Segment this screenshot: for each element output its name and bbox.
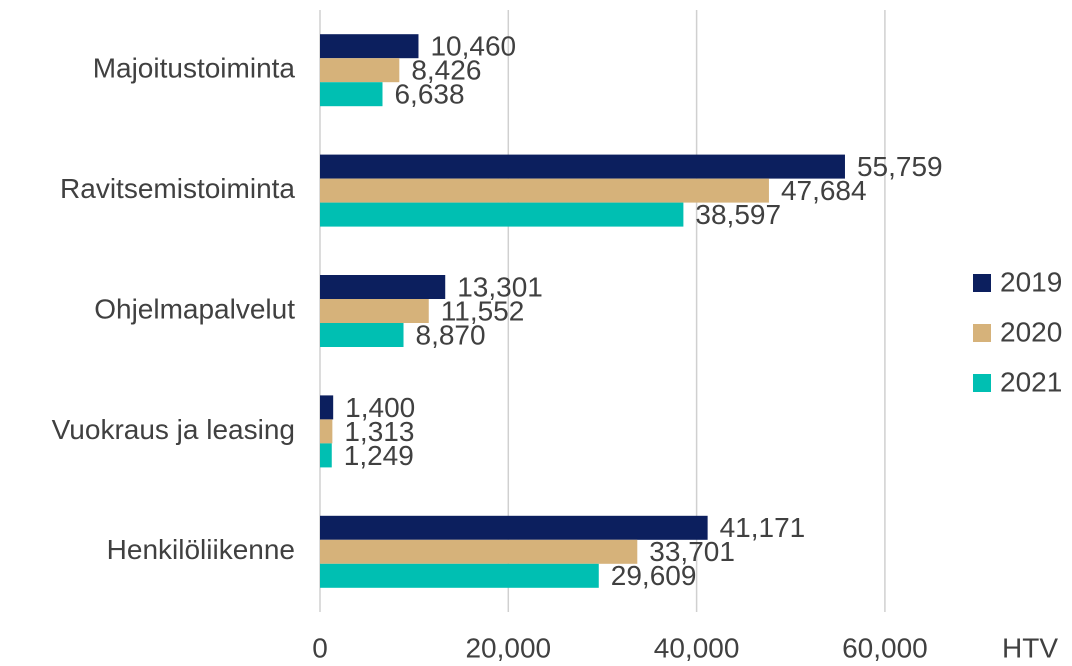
legend-label: 2020 xyxy=(1000,316,1062,347)
bar xyxy=(320,82,383,107)
value-label: 41,171 xyxy=(720,512,806,543)
value-label: 47,684 xyxy=(781,175,867,206)
value-label: 29,609 xyxy=(611,560,697,591)
bar xyxy=(320,395,334,420)
value-label: 38,597 xyxy=(695,199,781,230)
value-label: 1,249 xyxy=(344,440,414,471)
bar xyxy=(320,515,708,540)
bar xyxy=(320,323,404,347)
value-label: 8,426 xyxy=(411,55,481,86)
bar xyxy=(320,178,769,203)
value-label: 33,701 xyxy=(649,536,735,567)
legend-label: 2021 xyxy=(1000,366,1062,397)
value-label: 1,400 xyxy=(345,392,415,423)
value-label: 6,638 xyxy=(394,79,464,110)
bar xyxy=(320,275,446,299)
legend-label: 2019 xyxy=(1000,266,1062,297)
y-tick-label: Henkilöliikenne xyxy=(107,534,295,565)
value-label: 11,552 xyxy=(441,295,525,326)
bar xyxy=(320,34,419,59)
bar xyxy=(320,299,429,323)
x-tick-label: 20,000 xyxy=(465,632,551,663)
x-axis-label: HTV xyxy=(1002,632,1058,663)
bar xyxy=(320,202,684,227)
bar xyxy=(320,419,333,444)
x-tick-label: 0 xyxy=(312,632,328,663)
legend-swatch xyxy=(973,324,991,342)
bar xyxy=(320,58,400,83)
legend-swatch xyxy=(973,374,991,392)
value-label: 10,460 xyxy=(430,31,516,62)
value-label: 8,870 xyxy=(416,319,486,350)
legend-swatch xyxy=(973,274,991,292)
value-label: 13,301 xyxy=(457,271,543,302)
x-tick-label: 60,000 xyxy=(842,632,928,663)
bar xyxy=(320,563,599,588)
y-tick-label: Ohjelmapalvelut xyxy=(94,293,295,324)
y-tick-label: Vuokraus ja leasing xyxy=(52,414,295,445)
y-tick-label: Ravitsemistoiminta xyxy=(60,173,295,204)
value-label: 1,313 xyxy=(344,416,414,447)
x-tick-label: 40,000 xyxy=(654,632,740,663)
bar xyxy=(320,443,332,468)
y-tick-label: Majoitustoiminta xyxy=(93,53,296,84)
bar xyxy=(320,539,638,564)
bar xyxy=(320,154,845,179)
value-label: 55,759 xyxy=(857,151,943,182)
